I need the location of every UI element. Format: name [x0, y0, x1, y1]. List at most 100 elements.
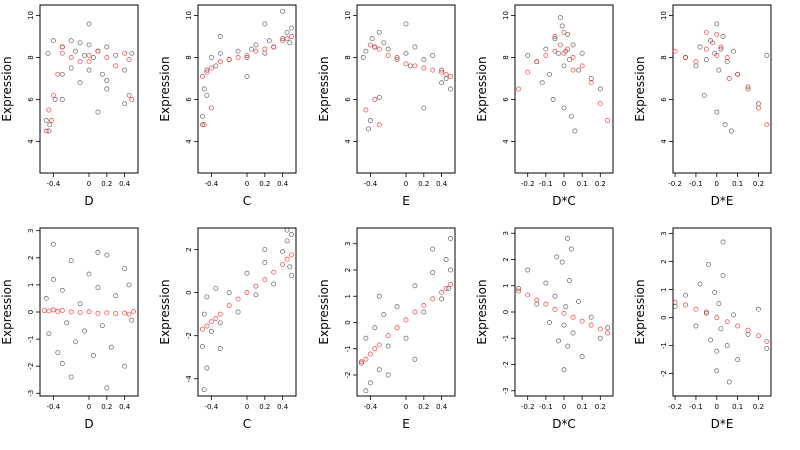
plot-frame — [39, 227, 139, 397]
y-tick-label: -3 — [502, 387, 510, 394]
data-point — [724, 55, 730, 60]
data-point — [253, 48, 259, 54]
data-point — [287, 264, 293, 270]
data-point — [579, 318, 585, 324]
data-point — [204, 92, 210, 98]
data-point — [376, 29, 382, 35]
data-point — [443, 257, 449, 262]
data-point — [376, 342, 382, 348]
data-point — [550, 97, 556, 102]
data-point — [443, 71, 449, 77]
data-point — [745, 327, 751, 333]
data-point — [68, 309, 74, 315]
data-point — [86, 59, 92, 65]
x-axis-label: C — [243, 417, 251, 431]
data-point — [731, 312, 736, 318]
data-point — [266, 38, 272, 44]
x-axis-label: D*C — [552, 417, 576, 431]
data-point — [385, 46, 391, 52]
data-point — [597, 101, 603, 107]
data-point — [253, 292, 259, 298]
data-point — [271, 281, 277, 287]
data-point — [122, 310, 128, 316]
y-tick-label: 10 — [344, 11, 352, 20]
data-point — [129, 317, 135, 323]
x-tick-label: 0.1 — [577, 180, 588, 188]
data-point — [213, 316, 219, 321]
data-point — [82, 52, 87, 58]
data-point — [280, 249, 286, 255]
panel-top-5: -0.2 -0.1 0 0.1 0.2 4 6 8 10 D*E Expression — [633, 4, 772, 208]
data-point — [672, 299, 678, 305]
x-tick-label: 0.1 — [732, 403, 743, 411]
x-axis-label: D — [84, 417, 93, 431]
y-tick-label: 0 — [502, 310, 510, 314]
data-point — [95, 310, 101, 316]
y-tick-label: 10 — [502, 11, 510, 20]
x-tick-label: -0.1 — [539, 403, 553, 411]
x-tick-label: -0.4 — [205, 180, 219, 188]
data-point — [714, 52, 720, 58]
data-point — [367, 118, 373, 123]
data-point — [204, 323, 210, 329]
data-point — [561, 63, 567, 69]
y-tick-label: 2 — [27, 256, 35, 260]
x-tick-label: 0.2 — [259, 403, 270, 411]
data-point — [708, 337, 713, 343]
data-point — [554, 254, 560, 260]
data-point — [95, 249, 101, 255]
data-point — [50, 241, 56, 247]
data-point — [235, 48, 241, 54]
data-point — [369, 36, 375, 42]
data-point — [716, 301, 722, 307]
data-point — [68, 374, 74, 380]
data-point — [280, 8, 286, 14]
data-point — [68, 258, 74, 263]
y-tick-label: -1 — [660, 342, 668, 349]
panel-bottom-3: -0.4 0 0.2 0.4 -2 -1 0 1 2 3 E Expression — [317, 227, 456, 431]
data-point — [244, 52, 250, 58]
x-tick-label: -0.1 — [689, 403, 703, 411]
x-tick-label: 0.4 — [119, 180, 131, 188]
data-point — [439, 69, 445, 75]
data-point — [95, 48, 101, 54]
data-point — [82, 328, 87, 334]
data-point — [77, 40, 83, 46]
x-tick-label: 0.2 — [595, 180, 606, 188]
data-point — [284, 238, 290, 244]
y-tick-label: 0 — [27, 310, 35, 314]
data-point — [126, 92, 132, 98]
data-point — [59, 287, 65, 293]
data-point — [722, 122, 728, 128]
data-point — [756, 105, 761, 111]
data-point — [718, 46, 724, 52]
data-point — [701, 92, 707, 98]
data-point — [122, 50, 128, 56]
y-axis-label: Expression — [0, 56, 14, 121]
data-point — [217, 59, 223, 65]
data-point — [683, 55, 688, 60]
data-point — [570, 42, 576, 48]
data-point — [588, 314, 594, 320]
x-tick-label: 0.2 — [753, 403, 764, 411]
data-point — [697, 281, 703, 287]
data-point — [556, 50, 562, 56]
data-point — [556, 338, 562, 344]
fitted-points — [672, 299, 770, 344]
data-point — [516, 285, 522, 291]
y-axis-label: Expression — [633, 56, 647, 121]
y-tick-label: 3 — [344, 242, 352, 246]
data-point — [385, 343, 391, 349]
data-point — [262, 50, 268, 56]
y-tick-label: 0 — [185, 290, 193, 294]
data-point — [597, 335, 603, 341]
panel-bottom-1: -0.4 0 0.2 0.4 -3 -2 -1 0 1 2 3 D Expression — [0, 227, 139, 431]
data-point — [394, 57, 400, 63]
data-point — [46, 308, 52, 314]
data-point — [412, 356, 418, 362]
data-point — [570, 330, 576, 336]
data-point — [430, 52, 436, 58]
x-tick-label: -0.2 — [521, 403, 535, 411]
data-point — [403, 335, 409, 341]
data-point — [271, 44, 277, 50]
